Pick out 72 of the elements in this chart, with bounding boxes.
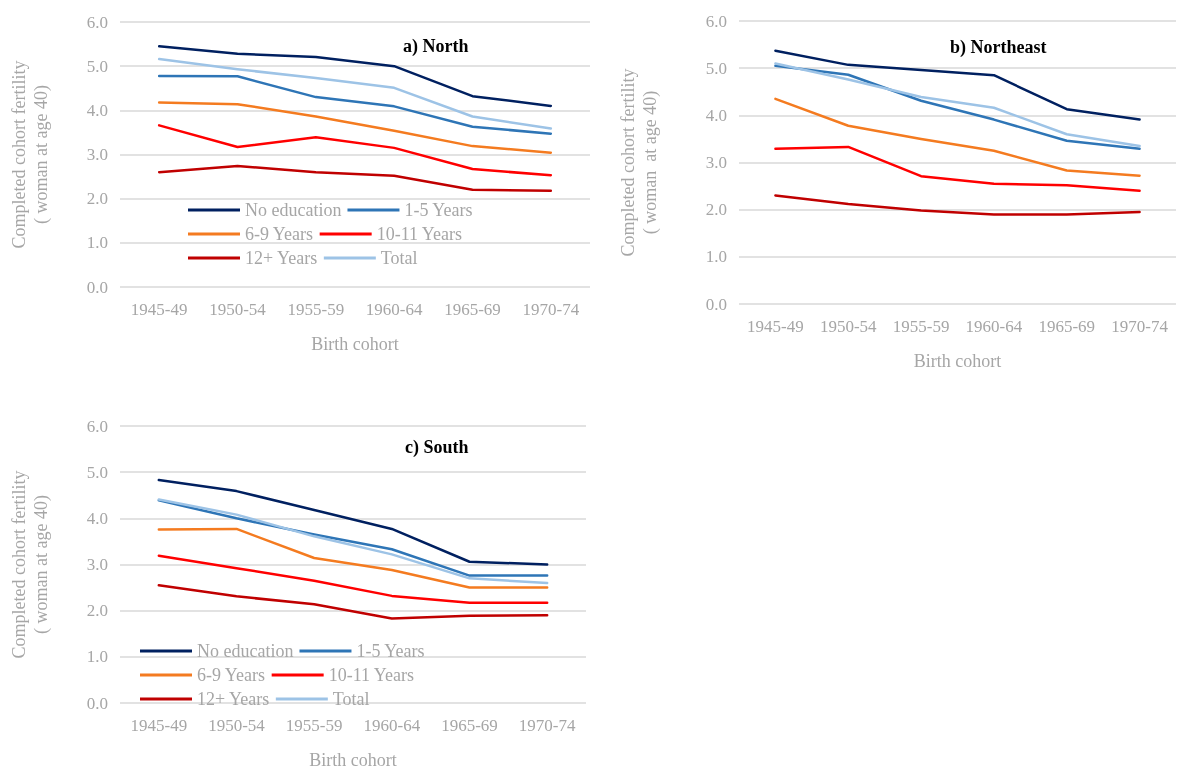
x-tick-label: 1970-74 xyxy=(1111,317,1169,336)
y-axis-title: Completed cohort fertility ( woman at age 40) xyxy=(618,68,661,257)
x-tick-label: 1950-54 xyxy=(209,300,267,319)
x-tick-label: 1950-54 xyxy=(208,716,266,735)
legend-label: 12+ Years xyxy=(197,689,270,709)
x-tick-label: 1950-54 xyxy=(819,317,878,336)
legend-label: 10-11 Years xyxy=(376,224,463,244)
x-tick-label: 1955-59 xyxy=(892,317,950,336)
x-tick-label: 1960-64 xyxy=(365,300,423,319)
line-series xyxy=(157,554,549,605)
y-tick-label: 5.0 xyxy=(705,58,727,78)
x-axis-title: Birth cohort xyxy=(311,334,399,354)
legend-label: 1-5 Years xyxy=(404,200,473,220)
y-tick-label: 2.0 xyxy=(86,601,108,621)
text: c) South xyxy=(405,437,469,458)
y-tick-label: 6.0 xyxy=(86,416,108,436)
y-axis-title: Completed cohort fertility ( woman at age 40) xyxy=(9,470,52,659)
x-tick-label: 1970-74 xyxy=(518,716,576,735)
legend-label: Total xyxy=(380,248,418,268)
line-series xyxy=(157,124,553,177)
y-tick-label: 0.0 xyxy=(86,693,108,713)
legend-label: 12+ Years xyxy=(245,248,318,268)
x-tick-label: 1945-49 xyxy=(747,317,804,336)
y-tick-label: 3.0 xyxy=(705,153,727,172)
line-series xyxy=(157,57,553,130)
x-tick-label: 1945-49 xyxy=(130,300,188,319)
line-series xyxy=(774,97,1141,177)
y-tick-label: 2.0 xyxy=(86,189,108,209)
x-tick-label: 1955-59 xyxy=(285,716,343,735)
x-tick-label: 1955-59 xyxy=(287,300,345,319)
legend-label: Total xyxy=(332,689,370,709)
text: a) North xyxy=(403,36,469,57)
x-tick-label: 1960-64 xyxy=(965,317,1023,336)
text: b) Northeast xyxy=(950,37,1047,58)
y-tick-label: 4.0 xyxy=(86,100,108,120)
y-tick-label: 0.0 xyxy=(705,294,727,314)
y-tick-label: 0.0 xyxy=(86,277,108,297)
line-series xyxy=(157,527,549,589)
x-axis-title: Birth cohort xyxy=(309,750,397,770)
line-series xyxy=(157,584,549,620)
y-tick-label: 1.0 xyxy=(705,247,727,267)
legend-label: 1-5 Years xyxy=(356,641,425,661)
y-tick-label: 5.0 xyxy=(86,56,108,76)
y-tick-label: 1.0 xyxy=(86,233,108,253)
x-axis-title: Birth cohort xyxy=(913,351,1002,371)
legend-label: No education xyxy=(245,200,342,220)
line-series xyxy=(157,101,553,154)
y-tick-label: 4.0 xyxy=(705,105,727,125)
line-series xyxy=(157,164,553,192)
x-tick-label: 1965-69 xyxy=(444,300,501,319)
y-tick-label: 2.0 xyxy=(705,200,727,220)
y-tick-label: 1.0 xyxy=(86,647,108,667)
x-tick-label: 1965-69 xyxy=(441,716,498,735)
y-axis-title: Completed cohort fertility ( woman at age 40) xyxy=(9,60,52,249)
y-tick-label: 6.0 xyxy=(86,12,108,32)
legend-label: 6-9 Years xyxy=(197,665,266,685)
y-tick-label: 4.0 xyxy=(86,508,108,528)
y-tick-label: 3.0 xyxy=(86,555,108,574)
y-tick-label: 6.0 xyxy=(705,11,727,31)
legend-label: No education xyxy=(197,641,294,661)
y-tick-label: 3.0 xyxy=(86,145,108,164)
line-series xyxy=(157,478,549,566)
legend-label: 10-11 Years xyxy=(328,665,415,685)
line-series xyxy=(774,145,1141,193)
legend-label: 6-9 Years xyxy=(245,224,314,244)
x-tick-label: 1945-49 xyxy=(130,716,188,735)
x-tick-label: 1960-64 xyxy=(363,716,421,735)
line-series xyxy=(157,74,553,135)
y-tick-label: 5.0 xyxy=(86,462,108,482)
x-tick-label: 1965-69 xyxy=(1038,317,1096,336)
line-series xyxy=(774,194,1141,216)
x-tick-label: 1970-74 xyxy=(522,300,580,319)
